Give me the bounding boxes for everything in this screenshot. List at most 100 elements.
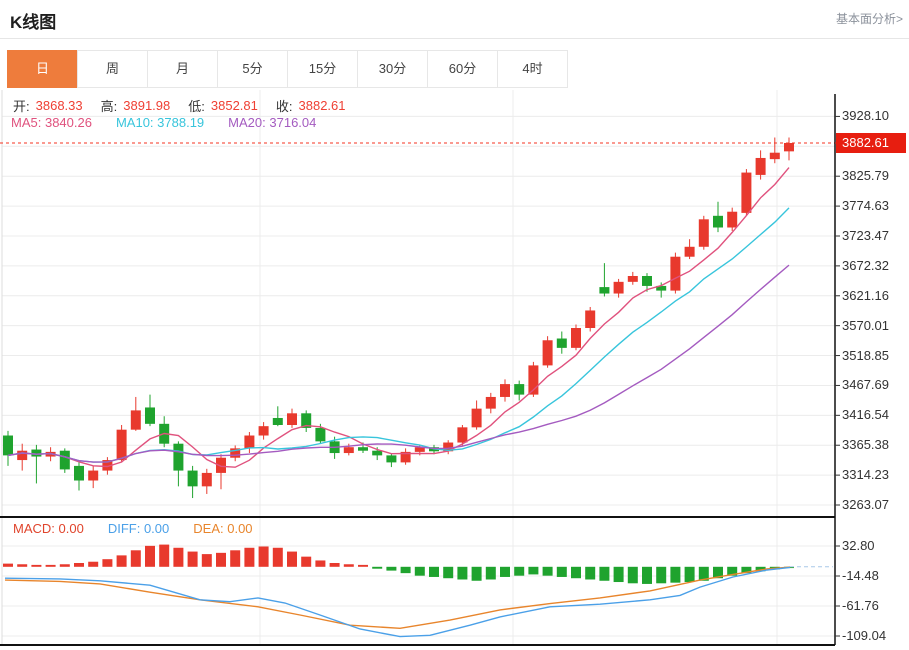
price-axis-label: 3365.38 xyxy=(842,437,889,453)
macd-value-readout: MACD: 0.00 xyxy=(13,521,84,536)
candle-body xyxy=(145,407,155,424)
candle-body xyxy=(244,435,255,449)
macd-bar xyxy=(59,564,70,567)
macd-bar xyxy=(457,566,468,580)
dea-line xyxy=(4,566,791,630)
candle-body xyxy=(571,328,581,348)
candle-body xyxy=(656,285,667,291)
candle-body xyxy=(613,281,624,294)
candle-body xyxy=(585,310,596,329)
candle-body xyxy=(372,450,383,456)
macd-bar xyxy=(272,547,283,567)
macd-bar xyxy=(556,566,567,577)
macd-bar xyxy=(329,562,340,567)
macd-bar xyxy=(613,566,624,583)
macd-bar xyxy=(500,566,510,577)
macd-bar xyxy=(627,566,638,584)
macd-axis-label: -61.76 xyxy=(842,597,879,613)
candle-body xyxy=(358,447,368,451)
macd-bar xyxy=(727,566,738,576)
candle-body xyxy=(400,451,411,463)
macd-bar xyxy=(528,566,539,575)
macd-bar xyxy=(74,562,84,567)
candle-body xyxy=(216,457,226,473)
fundamental-analysis-link[interactable]: 基本面分析> xyxy=(835,12,903,26)
candle-body xyxy=(173,443,184,471)
price-axis-label: 3263.07 xyxy=(842,497,889,512)
macd-bar xyxy=(443,566,454,579)
macd-bar xyxy=(755,566,766,572)
ma10-line xyxy=(7,207,790,463)
macd-bar xyxy=(599,566,610,581)
current-price-badge: 3882.61 xyxy=(836,133,906,153)
candle-body xyxy=(31,449,42,457)
candle-body xyxy=(301,413,312,428)
tab-60min[interactable]: 60分 xyxy=(427,50,498,88)
diff-line xyxy=(4,566,791,638)
macd-bar xyxy=(216,552,226,567)
macd-bar xyxy=(287,551,297,567)
macd-bar xyxy=(3,563,13,567)
close-value: 3882.61 xyxy=(298,98,346,113)
high-value: 3891.98 xyxy=(123,98,171,113)
macd-bar xyxy=(429,566,439,577)
macd-bar xyxy=(88,561,99,567)
macd-bar xyxy=(159,544,170,567)
tab-week[interactable]: 周 xyxy=(77,50,148,88)
price-axis-label: 3314.23 xyxy=(842,467,889,483)
macd-bar xyxy=(301,556,312,567)
macd-readout: MACD: 0.00 DIFF: 0.00 DEA: 0.00 xyxy=(13,521,271,536)
macd-bar xyxy=(414,566,425,576)
macd-bar xyxy=(358,564,368,567)
macd-bar xyxy=(713,566,723,579)
macd-bar xyxy=(471,566,482,581)
title-divider xyxy=(0,38,909,39)
macd-bar xyxy=(571,566,581,579)
candle-body xyxy=(102,460,113,471)
macd-bar xyxy=(17,564,28,567)
macd-bar xyxy=(514,566,525,576)
open-value: 3868.33 xyxy=(35,98,83,113)
macd-bar xyxy=(102,559,113,567)
candle-body xyxy=(287,413,297,425)
diff-value-readout: DIFF: 0.00 xyxy=(107,521,170,536)
candle-body xyxy=(187,470,198,487)
candle-body xyxy=(485,396,496,409)
tab-5min[interactable]: 5分 xyxy=(217,50,288,88)
low-label: 低: xyxy=(188,99,205,114)
macd-bar xyxy=(485,566,496,580)
candle-body xyxy=(713,215,723,228)
period-tab-bar: 日周月 5分 15分 30分 60分 4时 xyxy=(7,50,568,88)
macd-bar xyxy=(45,564,56,567)
macd-bar xyxy=(187,551,198,567)
price-axis-label: 3928.10 xyxy=(842,108,889,124)
tab-4hour[interactable]: 4时 xyxy=(497,50,568,88)
candle-body xyxy=(500,384,510,397)
candle-body xyxy=(670,256,681,291)
ma20-readout: MA20: 3716.04 xyxy=(228,115,317,130)
price-axis-label: 3416.54 xyxy=(842,407,889,423)
candle-body xyxy=(556,338,567,348)
candle-body xyxy=(727,211,738,228)
candle-body xyxy=(258,426,269,436)
tab-15min[interactable]: 15分 xyxy=(287,50,358,88)
close-label: 收: xyxy=(275,99,293,114)
price-axis-label: 3825.79 xyxy=(842,168,889,184)
macd-bar xyxy=(343,564,354,567)
macd-bar xyxy=(670,566,681,583)
ma5-readout: MA5: 3840.26 xyxy=(11,115,92,130)
macd-bar xyxy=(642,566,652,584)
tab-30min[interactable]: 30分 xyxy=(357,50,428,88)
price-axis-label: 3723.47 xyxy=(842,227,889,243)
candle-body xyxy=(769,152,780,160)
tab-month[interactable]: 月 xyxy=(147,50,218,88)
tab-day[interactable]: 日 xyxy=(7,50,78,88)
ohlc-readout: 开: 3868.33 高: 3891.98 低: 3852.81 收: 3882.61 xyxy=(13,96,346,115)
price-axis-label: 3467.69 xyxy=(842,377,889,393)
price-axis-label: 3672.32 xyxy=(842,257,889,273)
macd-bar xyxy=(244,547,255,567)
macd-bar xyxy=(741,566,752,574)
candle-body xyxy=(528,365,539,395)
